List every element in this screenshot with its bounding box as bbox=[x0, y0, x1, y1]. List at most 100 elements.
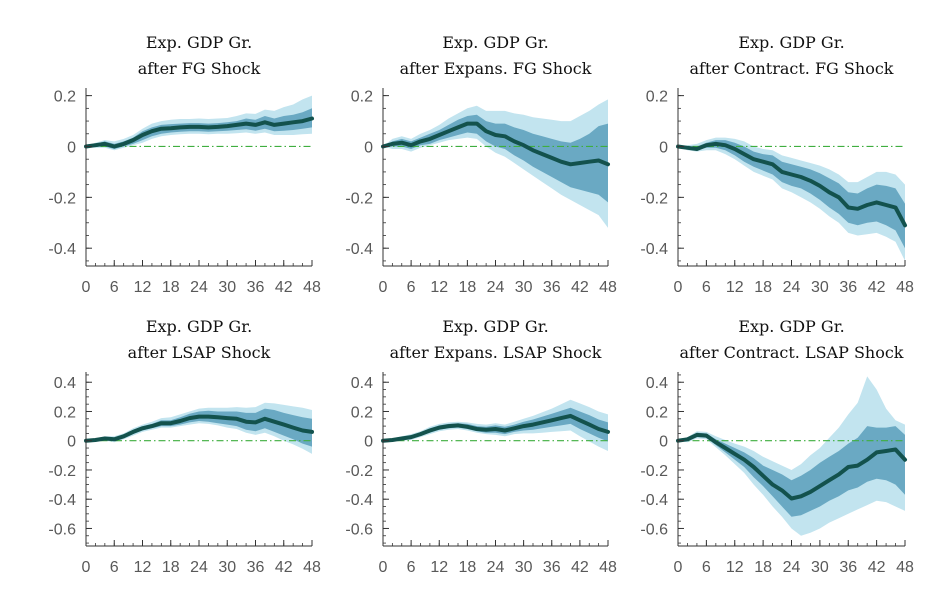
x-tick-label: 18 bbox=[458, 559, 476, 576]
panel-title-line-1: Exp. GDP Gr. bbox=[442, 317, 548, 336]
x-tick-label: 24 bbox=[190, 279, 208, 296]
y-tick-label: 0 bbox=[67, 434, 76, 451]
y-tick-label: -0.4 bbox=[48, 492, 76, 509]
x-tick-label: 0 bbox=[82, 279, 91, 296]
panel-title-line-2: after Contract. FG Shock bbox=[690, 59, 894, 78]
x-tick-label: 42 bbox=[275, 279, 293, 296]
y-tick-label: 0.2 bbox=[54, 404, 76, 421]
panel-title-line-2: after Contract. LSAP Shock bbox=[680, 343, 904, 362]
outer-confidence-band bbox=[678, 376, 905, 536]
y-tick-label: -0.6 bbox=[48, 521, 76, 538]
inner-confidence-band bbox=[678, 426, 905, 517]
x-tick-label: 24 bbox=[190, 559, 208, 576]
median-response-line bbox=[676, 141, 907, 228]
x-tick-label: 42 bbox=[571, 559, 589, 576]
y-tick-label: 0.4 bbox=[54, 375, 76, 392]
x-tick-label: 30 bbox=[218, 279, 236, 296]
x-tick-label: 18 bbox=[754, 279, 772, 296]
y-tick-label: -0.4 bbox=[48, 241, 76, 258]
y-tick-label: -0.4 bbox=[345, 492, 373, 509]
x-tick-label: 18 bbox=[162, 279, 180, 296]
y-tick-label: -0.2 bbox=[640, 463, 668, 480]
panel-2: 0.2 0 -0.2 -0.4 0 6 12 18 24 30 36 42 48 Exp. GDP Gr.… bbox=[345, 33, 617, 296]
y-tick-label: -0.4 bbox=[345, 241, 373, 258]
x-tick-label: 18 bbox=[162, 559, 180, 576]
y-tick-label: -0.4 bbox=[640, 492, 668, 509]
y-tick-label: -0.2 bbox=[48, 463, 76, 480]
x-tick-label: 48 bbox=[896, 279, 914, 296]
x-tick-label: 0 bbox=[674, 279, 683, 296]
y-tick-label: -0.6 bbox=[640, 521, 668, 538]
panel-title-line-2: after Expans. FG Shock bbox=[400, 59, 592, 78]
y-tick-label: -0.2 bbox=[345, 463, 373, 480]
y-tick-label: 0.2 bbox=[54, 89, 76, 106]
x-tick-label: 6 bbox=[110, 279, 119, 296]
median-response-line bbox=[381, 121, 610, 167]
x-tick-label: 12 bbox=[726, 559, 744, 576]
panel-5: 0.4 0.2 0 -0.2 -0.4 -0.6 0 6 12 18 24 30 36 42 48 Exp. … bbox=[345, 317, 617, 576]
y-tick-label: -0.2 bbox=[345, 190, 373, 207]
y-tick-label: 0.2 bbox=[351, 404, 373, 421]
y-tick-label: -0.4 bbox=[640, 241, 668, 258]
x-tick-label: 24 bbox=[487, 279, 505, 296]
inner-confidence-band bbox=[678, 140, 905, 249]
panel-title-line-1: Exp. GDP Gr. bbox=[146, 33, 252, 52]
inner-confidence-band bbox=[86, 408, 312, 447]
x-tick-label: 48 bbox=[896, 559, 914, 576]
panel-title-line-1: Exp. GDP Gr. bbox=[442, 33, 548, 52]
x-tick-label: 36 bbox=[247, 279, 265, 296]
median-response-line bbox=[676, 432, 907, 501]
x-tick-label: 12 bbox=[430, 559, 448, 576]
x-tick-label: 48 bbox=[599, 559, 617, 576]
x-tick-label: 36 bbox=[543, 279, 561, 296]
panel-title-line-1: Exp. GDP Gr. bbox=[738, 33, 844, 52]
panel-4: 0.4 0.2 0 -0.2 -0.4 -0.6 0 6 12 18 24 30 36 42 48 Exp. … bbox=[48, 317, 321, 576]
median-response-line bbox=[84, 116, 314, 149]
panel-title-line-2: after FG Shock bbox=[138, 59, 261, 78]
y-tick-label: 0.4 bbox=[351, 375, 373, 392]
inner-confidence-band bbox=[383, 407, 608, 442]
x-tick-label: 36 bbox=[839, 279, 857, 296]
x-tick-label: 0 bbox=[674, 559, 683, 576]
panel-3: 0.2 0 -0.2 -0.4 0 6 12 18 24 30 36 42 48 Exp. GDP Gr.… bbox=[640, 33, 914, 296]
x-tick-label: 0 bbox=[379, 559, 388, 576]
x-tick-label: 30 bbox=[811, 559, 829, 576]
panel-title-line-1: Exp. GDP Gr. bbox=[738, 317, 844, 336]
x-tick-label: 36 bbox=[247, 559, 265, 576]
x-tick-label: 18 bbox=[458, 279, 476, 296]
x-tick-label: 30 bbox=[218, 559, 236, 576]
x-tick-label: 6 bbox=[702, 559, 711, 576]
median-response-line bbox=[84, 414, 314, 443]
x-tick-label: 48 bbox=[303, 559, 321, 576]
y-tick-label: 0.2 bbox=[646, 89, 668, 106]
x-tick-label: 6 bbox=[702, 279, 711, 296]
x-tick-label: 36 bbox=[839, 559, 857, 576]
x-tick-label: 42 bbox=[571, 279, 589, 296]
y-tick-label: 0.4 bbox=[646, 375, 668, 392]
y-tick-label: 0.2 bbox=[646, 404, 668, 421]
x-tick-label: 30 bbox=[811, 279, 829, 296]
x-tick-label: 0 bbox=[379, 279, 388, 296]
panel-title-line-2: after Expans. LSAP Shock bbox=[390, 343, 602, 362]
x-tick-label: 48 bbox=[303, 279, 321, 296]
x-tick-label: 18 bbox=[754, 559, 772, 576]
y-tick-label: 0 bbox=[67, 139, 76, 156]
y-tick-label: 0.2 bbox=[351, 89, 373, 106]
panel-title-line-1: Exp. GDP Gr. bbox=[146, 317, 252, 336]
panel-6: 0.4 0.2 0 -0.2 -0.4 -0.6 0 6 12 18 24 30 36 42 48 Exp. … bbox=[640, 317, 914, 576]
x-tick-label: 30 bbox=[515, 559, 533, 576]
x-tick-label: 36 bbox=[543, 559, 561, 576]
x-tick-label: 42 bbox=[275, 559, 293, 576]
y-tick-label: -0.6 bbox=[345, 521, 373, 538]
x-tick-label: 24 bbox=[783, 279, 801, 296]
y-tick-label: 0 bbox=[364, 139, 373, 156]
x-tick-label: 6 bbox=[407, 279, 416, 296]
x-tick-label: 30 bbox=[515, 279, 533, 296]
x-tick-label: 6 bbox=[407, 559, 416, 576]
y-tick-label: 0 bbox=[659, 434, 668, 451]
y-tick-label: -0.2 bbox=[640, 190, 668, 207]
panel-title-line-2: after LSAP Shock bbox=[128, 343, 271, 362]
x-tick-label: 0 bbox=[82, 559, 91, 576]
y-tick-label: 0 bbox=[659, 139, 668, 156]
